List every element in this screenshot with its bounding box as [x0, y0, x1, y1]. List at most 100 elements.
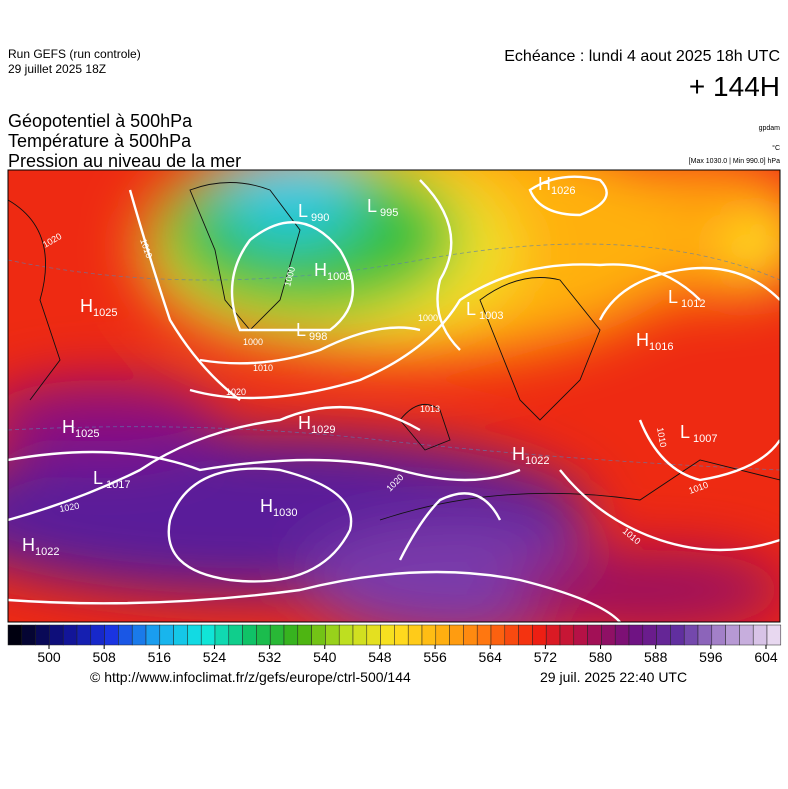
colorbar-swatch: [766, 624, 782, 646]
pressure-center-value: 1016: [649, 341, 673, 353]
colorbar-swatch: [421, 624, 437, 646]
colorbar-swatch: [725, 624, 740, 646]
pressure-center-type: H: [260, 496, 273, 516]
colorbar-swatch: [297, 624, 312, 646]
colorbar-tick-label: 500: [37, 649, 61, 665]
colorbar-swatch: [449, 624, 464, 646]
isobar-label: 1010: [253, 363, 273, 373]
isobar: [638, 419, 780, 482]
source-url: © http://www.infoclimat.fr/z/gefs/europe…: [90, 669, 411, 685]
colorbar-swatch: [532, 624, 547, 646]
isobar: [559, 469, 780, 552]
lead-time: + 144H: [689, 71, 780, 102]
isobar-label: 1020: [59, 501, 80, 514]
colorbar-swatch: [476, 624, 492, 646]
colorbar-swatch: [311, 624, 326, 646]
colorbar-swatch: [325, 624, 340, 646]
colorbar-swatch: [697, 624, 713, 646]
colorbar-swatch: [463, 624, 478, 646]
colorbar-swatch: [118, 624, 133, 646]
title-temperature: Température à 500hPa: [8, 131, 192, 151]
coastline: [8, 199, 61, 401]
colorbar-swatch: [214, 624, 230, 646]
pressure-center-type: H: [512, 444, 525, 464]
generated-time: 29 juil. 2025 22:40 UTC: [540, 669, 687, 685]
run-label: Run GEFS (run controle): [8, 47, 141, 61]
isotherm: [8, 426, 780, 471]
pressure-center-value: 1025: [75, 428, 99, 440]
colorbar-swatch: [76, 624, 92, 646]
pressure-center-value: 1017: [106, 479, 130, 491]
pressure-center-value: 1007: [693, 433, 717, 445]
pressure-center-value: 1012: [681, 298, 705, 310]
isobar-label: 1020: [226, 387, 246, 397]
pressure-center-value: 1003: [479, 310, 503, 322]
pressure-center-value: 995: [380, 207, 398, 219]
pressure-center-value: 1008: [327, 271, 351, 283]
colorbar-swatch: [352, 624, 368, 646]
pressure-center-type: L: [466, 299, 476, 319]
unit-celsius: °C: [772, 144, 780, 152]
colorbar-swatch: [435, 624, 450, 646]
colorbar-tick-label: 516: [148, 649, 172, 665]
colorbar-tick-label: 524: [203, 649, 227, 665]
colorbar-swatch: [490, 624, 506, 646]
title-geopotential: Géopotentiel à 500hPa: [8, 111, 193, 131]
map-field: [8, 170, 780, 622]
pressure-center-value: 990: [311, 212, 329, 224]
colorbar-swatch: [283, 624, 299, 646]
colorbar-tick-label: 540: [313, 649, 337, 665]
colorbar-tick-label: 532: [258, 649, 282, 665]
colorbar-swatch: [683, 624, 699, 646]
isobar-label: 1000: [418, 313, 438, 323]
colorbar-swatch: [21, 624, 36, 646]
pressure-center-type: L: [296, 320, 306, 340]
pressure-center-value: 1026: [551, 185, 575, 197]
coastline: [379, 459, 780, 521]
isobar: [8, 570, 621, 622]
colorbar-swatch: [228, 624, 243, 646]
pressure-center-value: 1022: [35, 546, 59, 558]
pressure-center-value: 1030: [273, 507, 297, 519]
pressure-center-type: H: [298, 413, 311, 433]
colorbar-swatch: [7, 624, 23, 646]
colorbar-tick-label: 564: [479, 649, 503, 665]
colorbar-swatch: [366, 624, 381, 646]
isobar: [167, 467, 353, 583]
colorbar-swatch: [35, 624, 50, 646]
colorbar-tick-label: 580: [589, 649, 613, 665]
pressure-center-type: H: [80, 296, 93, 316]
isobar: [128, 189, 241, 401]
pressure-center-type: L: [298, 201, 308, 221]
pressure-center-value: 1029: [311, 424, 335, 436]
colorbar-swatch: [739, 624, 754, 646]
pressure-center-type: L: [680, 422, 690, 442]
colorbar-swatch: [642, 624, 657, 646]
colorbar-swatch: [752, 624, 768, 646]
colorbar-tick-label: 588: [644, 649, 668, 665]
isobar-label: 1000: [243, 337, 263, 347]
pressure-center-type: H: [314, 260, 327, 280]
colorbar-swatch: [601, 624, 616, 646]
pressure-center-type: H: [62, 417, 75, 437]
colorbar-swatch: [49, 624, 64, 646]
colorbar-swatch: [394, 624, 409, 646]
unit-hpa: [Max 1030.0 | Min 990.0] hPa: [689, 158, 780, 165]
isobar: [419, 179, 461, 351]
isobar-label: 1013: [420, 404, 440, 414]
height-field: [8, 170, 780, 622]
pressure-center-type: H: [22, 535, 35, 555]
colorbar-swatch: [269, 624, 285, 646]
isobar: [528, 175, 608, 217]
map-frame: [7, 169, 781, 623]
colorbar-swatch: [628, 624, 644, 646]
coastline: [399, 403, 451, 451]
colorbar-tick-label: 596: [699, 649, 723, 665]
colorbar-swatch: [187, 624, 202, 646]
title-pressure: Pression au niveau de la mer: [8, 151, 241, 171]
colorbar-swatch: [145, 624, 161, 646]
colorbar-swatch: [173, 624, 188, 646]
colorbar-swatch: [670, 624, 685, 646]
